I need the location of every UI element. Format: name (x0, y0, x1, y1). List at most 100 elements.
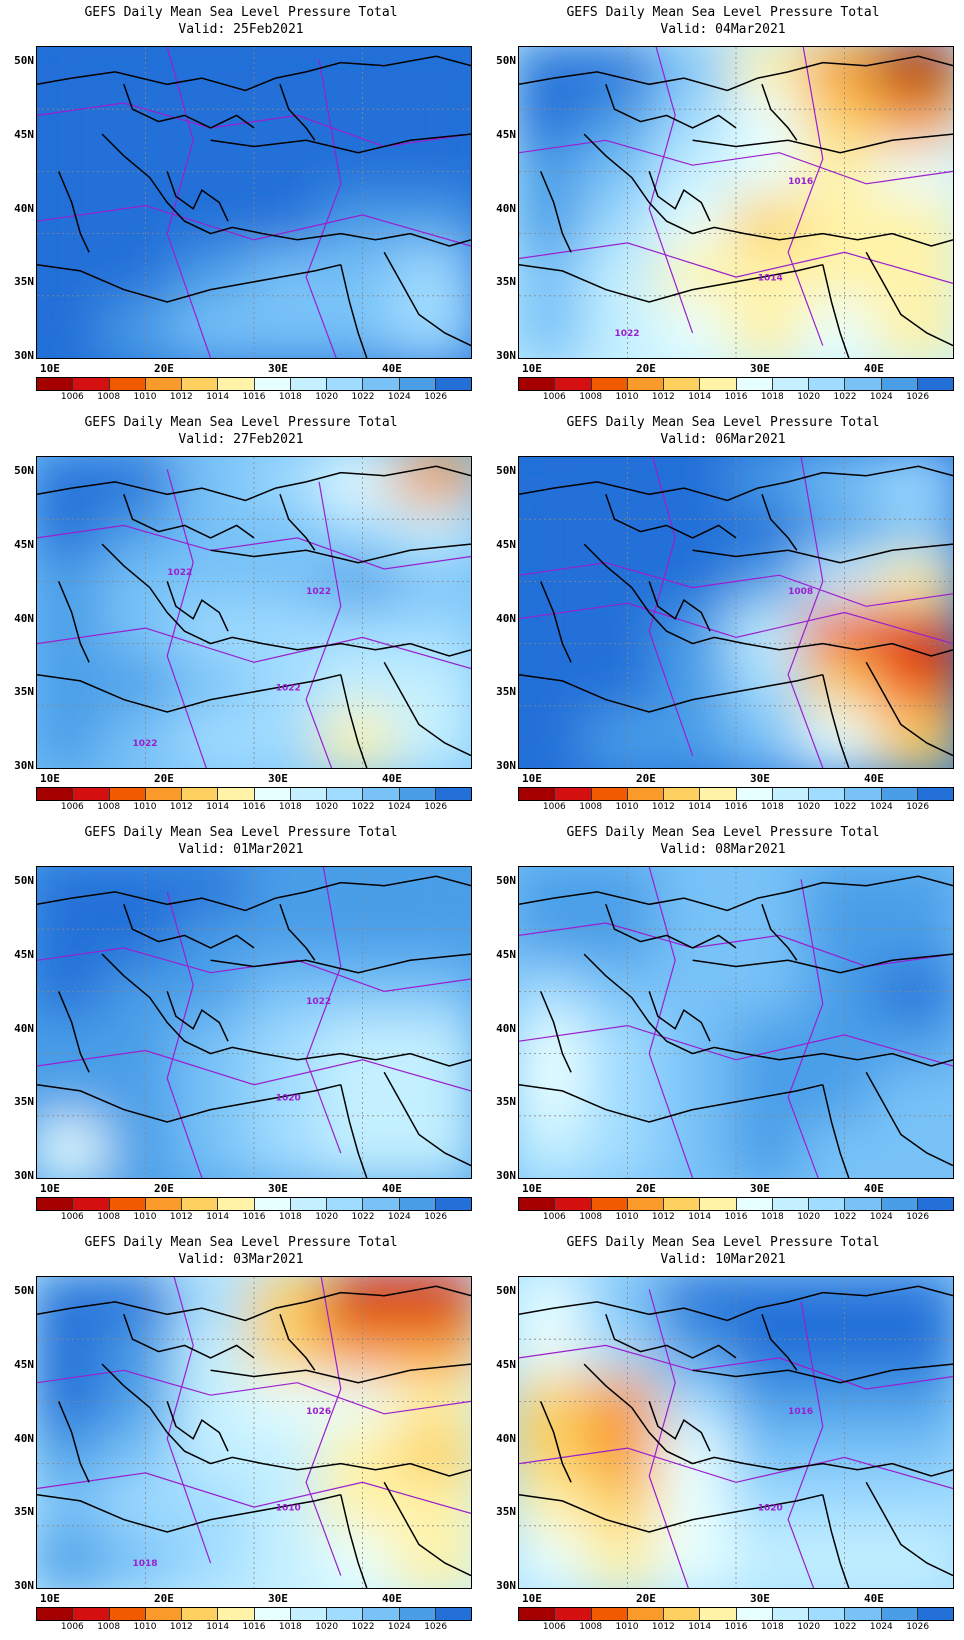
longitude-label: 40E (864, 362, 884, 375)
colorbar-swatch (700, 378, 737, 390)
coastline (865, 661, 953, 757)
colorbar-swatch (182, 378, 219, 390)
colorbar-swatch (109, 788, 146, 800)
colorbar (518, 1197, 954, 1211)
colorbar-swatch (519, 788, 556, 800)
colorbar-label: 1008 (579, 392, 603, 402)
colorbar-label: 1024 (869, 802, 893, 812)
panel-valid-date: Valid: 06Mar2021 (660, 432, 786, 447)
coastline (583, 543, 953, 657)
colorbar-swatch (73, 1198, 110, 1210)
colorbar-swatch (254, 788, 291, 800)
colorbar-label: 1014 (688, 1622, 712, 1632)
coastline (279, 904, 316, 961)
colorbar-swatch (664, 788, 701, 800)
colorbar-swatch (218, 378, 255, 390)
pressure-cell (730, 1120, 815, 1178)
latitude-label: 35N (496, 685, 516, 699)
colorbar-swatch (845, 788, 882, 800)
coastline (37, 1285, 471, 1322)
map-panel: GEFS Daily Mean Sea Level Pressure Total… (0, 410, 482, 820)
panel-valid-date: Valid: 08Mar2021 (660, 842, 786, 857)
latitude-label: 50N (14, 54, 34, 67)
pressure-cell (248, 710, 333, 768)
colorbar-label: 1022 (833, 1212, 857, 1222)
latitude-label: 50N (14, 464, 34, 477)
colorbar-label: 1018 (760, 1622, 784, 1632)
colorbar-label: 1026 (906, 802, 930, 812)
coastline (605, 1314, 737, 1359)
coastline (58, 991, 90, 1073)
isobar-line (37, 102, 471, 148)
latitude-label: 50N (496, 1284, 516, 1297)
map-panel: GEFS Daily Mean Sea Level Pressure Total… (0, 0, 482, 410)
isobar-line (305, 59, 342, 358)
coastline (123, 494, 255, 539)
latitude-label: 30N (14, 1169, 34, 1182)
coastline (761, 494, 798, 551)
colorbar-swatch (37, 378, 74, 390)
isobar-line (519, 562, 953, 607)
colorbar-label: 1018 (278, 1622, 302, 1632)
colorbar-label: 1006 (542, 802, 566, 812)
isobar-line (305, 481, 342, 768)
colorbar-label: 1014 (206, 1212, 230, 1222)
map-panel: GEFS Daily Mean Sea Level Pressure Total… (0, 820, 482, 1230)
latitude-label: 50N (496, 464, 516, 477)
colorbar-label: 1024 (869, 1622, 893, 1632)
coastline (822, 1084, 850, 1178)
coastline (519, 1493, 823, 1533)
colorbar-swatch (627, 788, 664, 800)
colorbar-swatch (627, 1608, 664, 1620)
colorbar-label: 1016 (724, 802, 748, 812)
colorbar-swatch (772, 1198, 809, 1210)
colorbar-swatch (145, 788, 182, 800)
latitude-label: 40N (14, 201, 34, 215)
pressure-cell (519, 710, 598, 768)
longitude-label: 30E (750, 1182, 770, 1195)
colorbar-swatch (555, 788, 592, 800)
pressure-map-canvas: 1022 1020 (37, 867, 471, 1178)
colorbar-label: 1014 (688, 392, 712, 402)
coastline (540, 171, 572, 253)
coastline (101, 133, 471, 247)
colorbar-label: 1018 (760, 392, 784, 402)
colorbar-label: 1014 (206, 1622, 230, 1632)
colorbar-swatch (290, 378, 327, 390)
colorbar-label: 1020 (797, 802, 821, 812)
colorbar-label: 1024 (387, 392, 411, 402)
colorbar-swatch (772, 1608, 809, 1620)
latitude-label: 40N (496, 201, 516, 215)
coastline (605, 904, 737, 949)
pressure-cell (175, 710, 260, 768)
colorbar-swatch (435, 1608, 471, 1620)
colorbar-label: 1012 (169, 1212, 193, 1222)
longitude-label: 20E (154, 1182, 174, 1195)
coastline (37, 1493, 341, 1533)
coastline (58, 171, 90, 253)
pressure-map: 1022 1022 1022 1022 (36, 456, 472, 769)
pressure-cell (37, 300, 116, 358)
pressure-cell (248, 1120, 333, 1178)
colorbar-swatch (37, 1608, 74, 1620)
colorbar-swatch (809, 1608, 846, 1620)
colorbar-swatch (254, 1608, 291, 1620)
coastline (583, 133, 953, 247)
colorbar-swatch (327, 378, 364, 390)
longitude-label: 30E (750, 772, 770, 785)
colorbar-label: 1006 (60, 802, 84, 812)
panel-valid-date: Valid: 01Mar2021 (178, 842, 304, 857)
colorbar-swatch (881, 788, 918, 800)
coastline (279, 1314, 316, 1371)
colorbar-swatch (519, 378, 556, 390)
pressure-cell (175, 300, 260, 358)
colorbar-swatch (290, 788, 327, 800)
latitude-label: 30N (496, 759, 516, 772)
latitude-label: 30N (496, 1169, 516, 1182)
pressure-map-canvas: 1022 1022 1022 1022 (37, 457, 471, 768)
colorbar-label: 1010 (133, 392, 157, 402)
colorbar-label: 1006 (60, 1622, 84, 1632)
colorbar-label: 1006 (542, 1622, 566, 1632)
coastline (123, 904, 255, 949)
colorbar-label: 1020 (797, 392, 821, 402)
